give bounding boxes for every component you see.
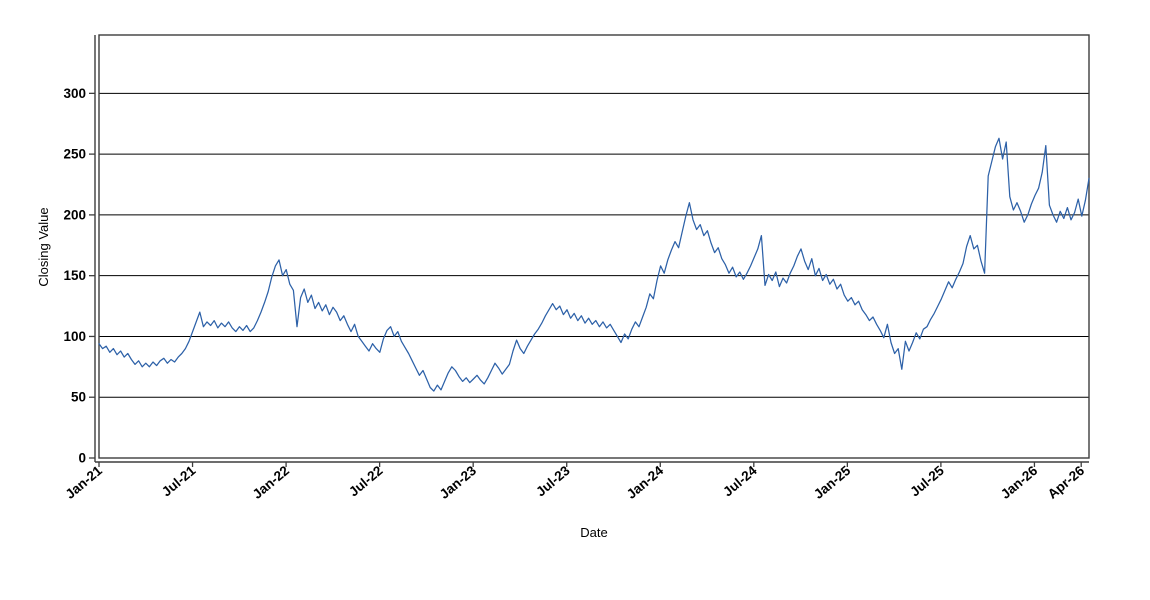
y-axis-title: Closing Value [36,207,51,286]
series-line-closing-value [98,137,1090,392]
y-tick-label: 300 [63,86,86,101]
x-tick-label: Jul-24 [720,463,760,500]
series [98,137,1090,392]
x-tick-label: Jul-22 [346,463,386,500]
y-tick-label: 200 [63,207,86,222]
x-tick-label: Apr-26 [1045,462,1088,501]
y-tick-label: 100 [63,329,86,344]
x-tick-label: Jul-23 [533,463,573,500]
y-tick-label: 50 [71,390,86,405]
y-tick-label: 250 [63,147,86,162]
x-tick-label: Jan-22 [250,463,292,502]
x-tick-label: Jan-21 [63,462,106,501]
y-tick-label: 150 [63,268,86,283]
axes [89,34,1090,467]
x-tick-label: Jul-21 [159,463,199,500]
x-axis-title: Date [580,525,607,540]
gridlines [99,92,1089,398]
x-tick-label: Jan-25 [811,462,854,501]
plot-frame [98,34,1090,459]
x-tick-label: Jan-24 [624,462,667,501]
x-tick-label: Jan-23 [437,462,480,501]
x-tick-label: Jul-25 [907,463,947,500]
tick-labels: 0 50 100 150 200 250 300 Jan-21 Jul-21 Jan-22 Jul-… [63,86,1088,502]
x-tick-label: Jan-26 [998,462,1041,501]
y-tick-label: 0 [78,451,86,466]
